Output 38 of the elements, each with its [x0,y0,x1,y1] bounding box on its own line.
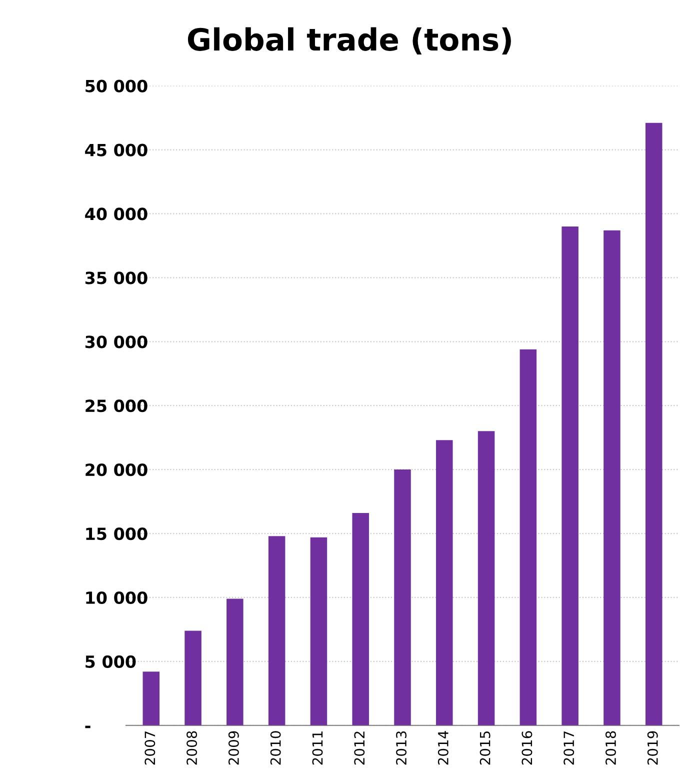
x-tick-label: 2008 [186,731,198,765]
bar [310,537,328,726]
x-tick-label: 2018 [605,731,616,765]
bar [268,536,286,726]
chart-title: Global trade (tons) [188,27,511,55]
x-tick-label: 2009 [228,731,239,765]
x-tick-label: 2012 [354,732,365,765]
y-tick-label: 15 000 [86,527,148,540]
y-tick-label: 40 000 [85,208,148,220]
bar [142,672,160,726]
bar [562,226,578,726]
y-tick-label: 35 000 [85,272,148,284]
y-tick-label: 5 000 [86,655,136,668]
y-tick-label: - [85,726,90,728]
bar [478,431,495,726]
bar [436,440,453,726]
bar [604,230,620,726]
bar [394,470,411,726]
bar [184,630,202,726]
x-tick-label: 2010 [270,731,281,765]
y-tick-label: 25 000 [86,400,148,412]
x-tick-label: 2013 [396,731,407,765]
x-tick-label: 2019 [647,731,658,765]
y-tick-label: 30 000 [85,336,148,348]
x-tick-label: 2017 [564,731,574,765]
y-tick-label: 10 000 [86,591,148,604]
bar [226,598,244,726]
x-tick-label: 2016 [522,731,532,765]
x-tick-label: 2011 [312,732,323,765]
y-tick-label: 50 000 [86,80,148,92]
bar [352,513,369,726]
bar [645,122,662,726]
bar [520,349,537,726]
x-tick-label: 2015 [480,731,490,765]
x-tick-label: 2007 [144,731,156,765]
y-tick-label: 45 000 [85,144,148,156]
x-tick-label: 2014 [438,731,448,765]
y-tick-label: 20 000 [86,464,148,476]
